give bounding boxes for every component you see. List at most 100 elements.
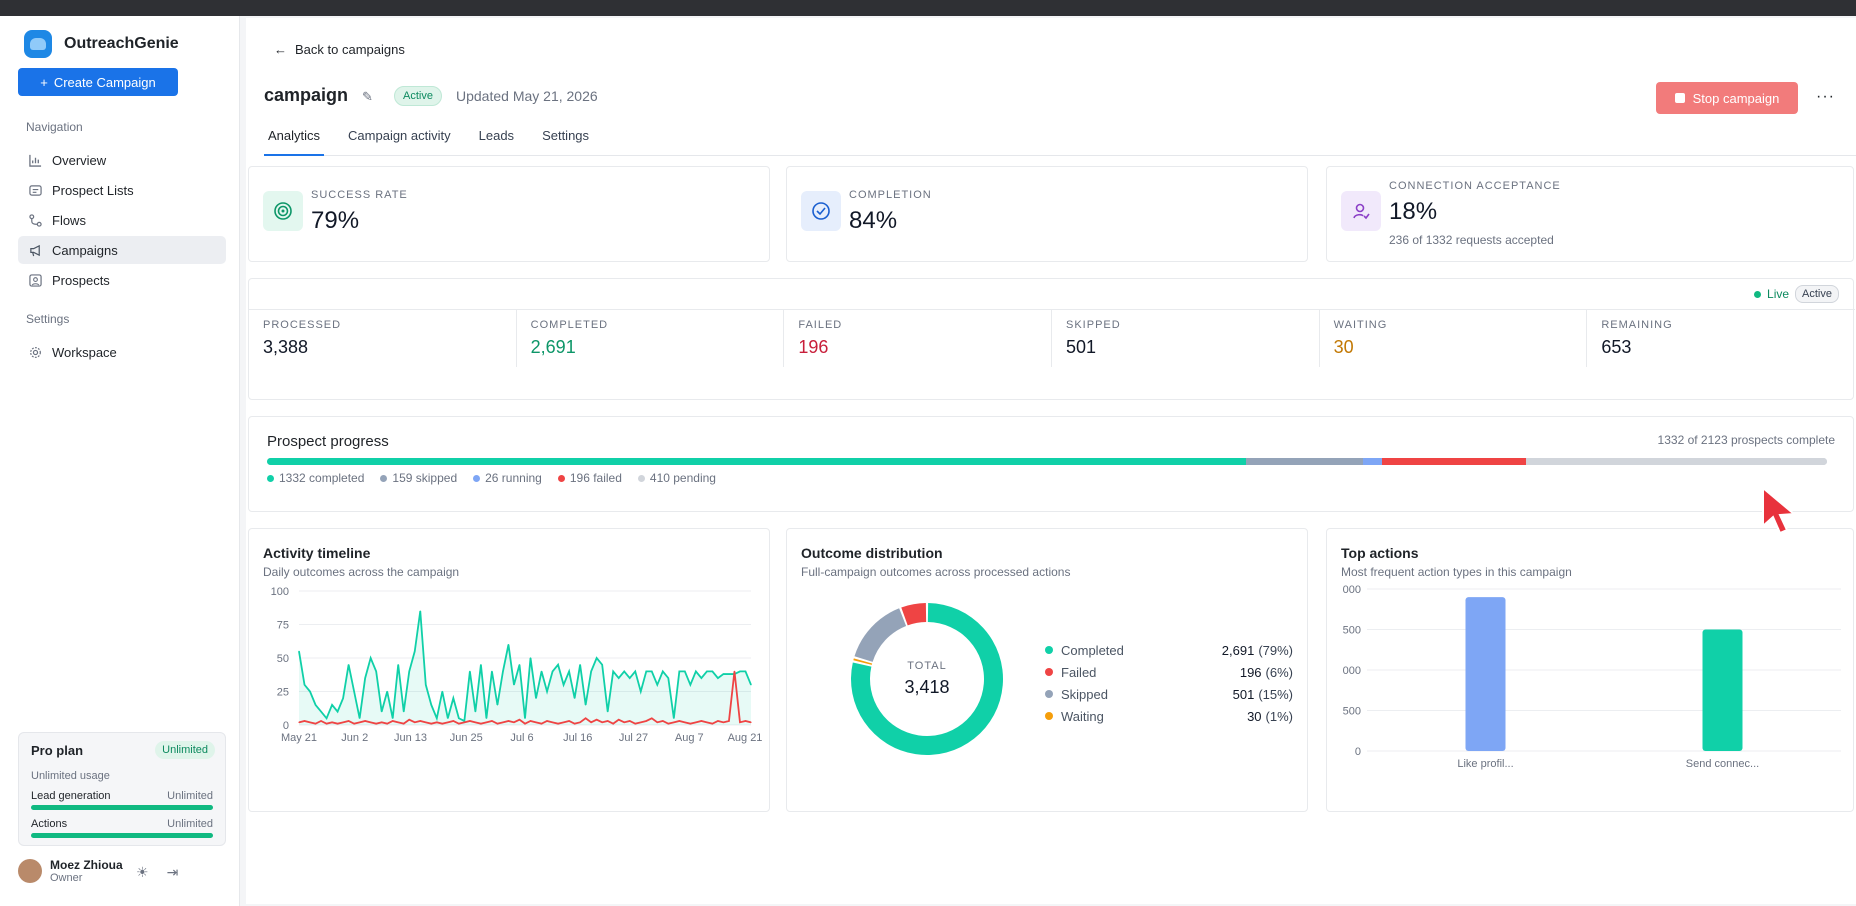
tab-settings[interactable]: Settings: [542, 128, 590, 143]
chart-title: Outcome distribution: [801, 545, 943, 561]
logout-icon[interactable]: ⇥: [166, 864, 179, 880]
activity-line-chart: 0 25 50 75 100 May 21 Jun 2 Jun 13 Jun 25 Jul 6 Ju…: [271, 586, 763, 744]
data-point: [331, 721, 333, 723]
sidebar-item-prospects[interactable]: Prospects: [18, 266, 226, 294]
legend-value: 2,691: [1221, 642, 1255, 658]
data-point: [678, 720, 680, 722]
live-dot-icon: [1754, 290, 1762, 298]
stat-failed: FAILED 196: [784, 309, 1052, 367]
y-tick-label: 000: [1343, 665, 1361, 677]
tab-bar: Analytics Campaign activity Leads Settin…: [264, 128, 1856, 156]
stat-processed: PROCESSED 3,388: [249, 309, 517, 367]
data-point: [612, 723, 614, 725]
person-icon: [28, 273, 42, 287]
data-point: [546, 720, 548, 722]
plan-badge: Unlimited: [155, 741, 215, 759]
legend-dot-icon: [1045, 690, 1053, 698]
sidebar-item-workspace[interactable]: Workspace: [18, 338, 226, 366]
data-point: [375, 670, 377, 672]
stop-campaign-button[interactable]: Stop campaign: [1656, 82, 1798, 114]
legend-percent: (1%): [1265, 708, 1293, 724]
data-point: [447, 717, 449, 719]
data-point: [684, 721, 686, 723]
plan-usage: Unlimited usage: [31, 770, 110, 782]
data-point: [397, 664, 399, 666]
data-point: [513, 721, 515, 723]
data-point: [518, 719, 521, 721]
user-role: Owner: [50, 872, 83, 884]
data-point: [348, 664, 350, 666]
data-point: [695, 721, 697, 723]
data-point: [463, 720, 465, 722]
more-options-button[interactable]: ···: [1816, 88, 1835, 105]
data-point: [309, 721, 311, 723]
stat-label: REMAINING: [1601, 319, 1673, 331]
plan-card: Pro plan Unlimited Unlimited usage Lead …: [18, 732, 226, 846]
legend-value: 30: [1247, 708, 1262, 724]
back-link[interactable]: ← Back to campaigns: [274, 42, 405, 57]
sidebar-item-prospect-lists[interactable]: Prospect Lists: [18, 176, 226, 204]
chart-subtitle: Most frequent action types in this campa…: [1341, 565, 1572, 579]
data-point: [656, 684, 658, 686]
stat-label: FAILED: [798, 319, 843, 331]
data-point: [623, 721, 625, 723]
create-campaign-button[interactable]: + Create Campaign: [18, 68, 178, 96]
data-point: [469, 670, 471, 672]
top-actions-card: Top actions Most frequent action types i…: [1326, 528, 1854, 812]
data-point: [684, 670, 686, 672]
chart-subtitle: Daily outcomes across the campaign: [263, 565, 460, 579]
donut-total-label: TOTAL: [907, 660, 946, 672]
kpi-sub: 236 of 1332 requests accepted: [1389, 233, 1554, 247]
chart-subtitle: Full-campaign outcomes across processed …: [801, 565, 1071, 579]
data-point: [529, 720, 532, 722]
data-point: [645, 720, 647, 722]
data-point: [667, 723, 669, 725]
tab-campaign-activity[interactable]: Campaign activity: [348, 128, 451, 143]
data-point: [529, 657, 532, 659]
data-point: [574, 723, 576, 725]
data-point: [359, 717, 361, 719]
plan-title: Pro plan: [31, 743, 84, 758]
stat-skipped: SKIPPED 501: [1052, 309, 1320, 367]
data-point: [496, 704, 499, 706]
nav-heading: Navigation: [26, 120, 83, 134]
sidebar-item-overview[interactable]: Overview: [18, 146, 226, 174]
outcome-legend-row: Skipped 501 (15%): [1045, 683, 1293, 705]
sun-icon[interactable]: ☀: [136, 864, 149, 880]
legend-label: 159 skipped: [392, 471, 458, 485]
data-point: [706, 721, 708, 723]
stop-icon: [1674, 93, 1685, 103]
sidebar-item-campaigns[interactable]: Campaigns: [18, 236, 226, 264]
data-point: [590, 721, 592, 723]
tab-leads[interactable]: Leads: [478, 128, 515, 143]
x-tick-label: Send connec...: [1686, 758, 1759, 770]
sidebar-item-flows[interactable]: Flows: [18, 206, 226, 234]
data-point: [535, 721, 537, 723]
data-point: [397, 721, 399, 723]
legend-label: 1332 completed: [279, 471, 365, 485]
data-point: [689, 723, 691, 725]
data-point: [656, 721, 658, 723]
x-tick-label: May 21: [281, 732, 317, 744]
edit-icon[interactable]: ✎: [362, 89, 373, 104]
kpi-success-rate: SUCCESS RATE 79%: [248, 166, 770, 262]
data-point: [430, 704, 432, 706]
plus-icon: +: [40, 74, 48, 90]
user-profile[interactable]: Moez Zhioua Owner: [18, 858, 123, 884]
data-point: [502, 721, 504, 723]
data-point: [590, 670, 592, 672]
chart-title: Top actions: [1341, 545, 1419, 561]
brand[interactable]: OutreachGenie: [24, 30, 179, 58]
data-point: [722, 673, 725, 675]
donut-total-value: 3,418: [904, 677, 949, 697]
data-point: [607, 711, 609, 713]
donut-slice: [853, 658, 873, 665]
actions-bar: [31, 833, 213, 838]
prospect-progress-bar: [267, 458, 1827, 465]
data-point: [419, 720, 421, 722]
browser-top-strip: [0, 0, 1856, 16]
stat-label: WAITING: [1333, 319, 1388, 331]
tab-analytics[interactable]: Analytics: [264, 128, 325, 156]
y-tick-label: 50: [277, 653, 289, 665]
data-point: [392, 717, 394, 719]
